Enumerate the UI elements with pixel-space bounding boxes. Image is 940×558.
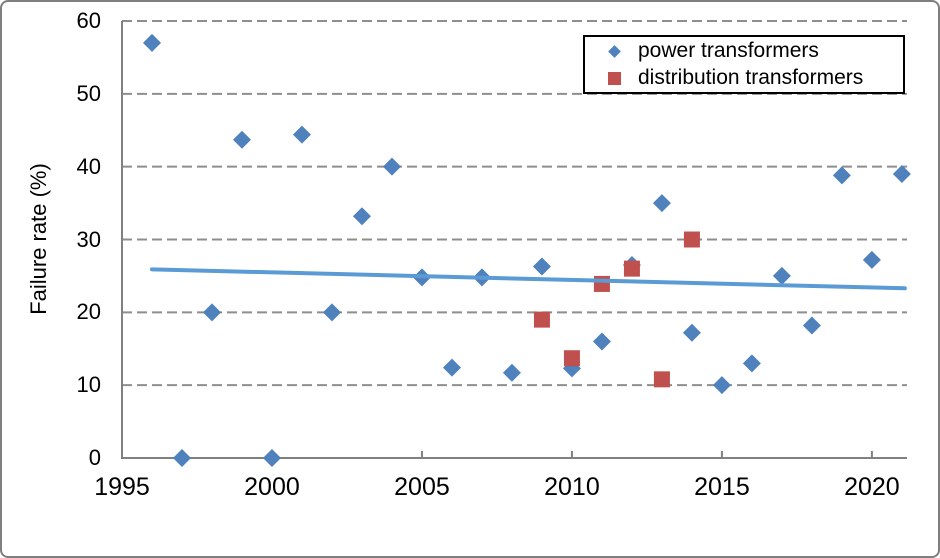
x-tick-label: 2010: [544, 473, 600, 501]
power-transformers-point: [592, 332, 611, 351]
legend: power transformers distribution transfor…: [583, 35, 905, 94]
y-tick-label: 20: [76, 299, 101, 325]
power-transformers-point: [172, 449, 191, 467]
legend-row-distribution-transformers: distribution transformers: [606, 65, 903, 92]
power-transformers-point: [352, 207, 371, 226]
power-transformers-point: [712, 376, 731, 395]
power-transformers-point: [322, 303, 341, 322]
distribution-transformers-point: [623, 260, 640, 277]
power-transformers-point: [382, 157, 401, 176]
legend-marker-box: [606, 70, 622, 86]
power-transformers-point: [652, 194, 671, 213]
y-tick-label: 10: [76, 372, 101, 398]
power-transformers-point: [442, 358, 461, 377]
y-tick-label: 0: [88, 445, 101, 470]
power-transformers-point: [262, 449, 281, 467]
x-tick-label: 2020: [844, 473, 900, 501]
power-transformers-point: [292, 125, 311, 144]
power-transformers-point: [532, 257, 551, 276]
distribution-transformers-point: [593, 275, 610, 292]
distribution-transformers-point: [533, 311, 550, 328]
power-transformers-point: [682, 323, 701, 342]
power-transformers-point: [502, 363, 521, 382]
power-transformers-point: [892, 164, 911, 183]
power-transformers-point: [742, 354, 761, 373]
x-tick-label: 2005: [394, 473, 450, 501]
power-transformers-point: [802, 316, 821, 335]
y-tick-label: 30: [76, 226, 101, 252]
legend-label-distribution-transformers: distribution transformers: [638, 66, 864, 89]
y-tick-label: 40: [76, 153, 101, 179]
distribution-transformers-point: [653, 371, 670, 388]
trendline: [149, 267, 907, 291]
blue-diamond-legend-icon: [607, 44, 621, 58]
legend-row-power-transformers: power transformers: [606, 38, 903, 65]
y-tick-label: 50: [76, 80, 101, 106]
red-square-legend-icon: [607, 71, 621, 85]
power-transformers-point: [832, 166, 851, 185]
x-tick-label: 2015: [694, 473, 750, 501]
x-tick-label: 2000: [244, 473, 300, 501]
y-tick-label: 60: [76, 8, 101, 33]
power-transformers-point: [142, 33, 161, 52]
legend-label-power-transformers: power transformers: [638, 39, 819, 62]
power-transformers-point: [862, 250, 881, 269]
power-transformers-point: [772, 266, 791, 285]
power-transformers-point: [202, 303, 221, 322]
x-tick-label: 1995: [94, 473, 150, 501]
distribution-transformers-point: [563, 350, 580, 367]
distribution-transformers-point: [683, 231, 700, 248]
power-transformers-point: [232, 130, 251, 149]
legend-marker-box: [606, 43, 622, 59]
